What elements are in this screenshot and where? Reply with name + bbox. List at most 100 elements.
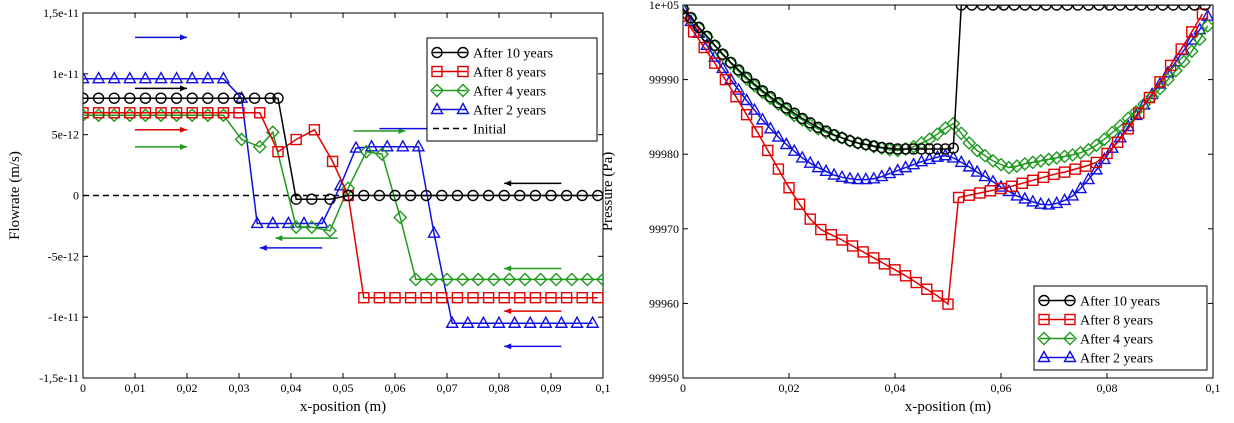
data-point <box>771 97 786 112</box>
data-point <box>819 163 833 177</box>
legend-marker <box>456 83 470 98</box>
data-point <box>1176 54 1191 69</box>
data-point <box>906 157 921 170</box>
data-point <box>411 139 426 152</box>
data-point <box>907 143 920 155</box>
x-tick-label: 0,09 <box>541 381 562 395</box>
data-point <box>445 315 459 328</box>
data-point <box>997 5 1010 11</box>
data-point <box>836 132 848 144</box>
data-point <box>1001 160 1016 175</box>
data-point <box>930 127 945 142</box>
y-axis-label: Pressure (Pa) <box>600 152 616 232</box>
data-point <box>844 135 856 147</box>
data-point <box>715 47 730 62</box>
data-point <box>592 292 603 304</box>
legend-label: After 2 years <box>1080 352 1153 367</box>
data-point <box>685 11 697 24</box>
series-line <box>683 8 1209 206</box>
data-point <box>793 198 806 210</box>
data-point <box>1040 5 1052 11</box>
data-point <box>1168 63 1183 78</box>
data-point <box>554 315 569 328</box>
data-point <box>306 193 318 205</box>
arrow-head <box>259 244 267 251</box>
data-point <box>461 315 475 328</box>
data-point <box>265 125 280 140</box>
data-point <box>693 21 705 34</box>
data-point <box>835 169 849 183</box>
data-point <box>836 234 848 246</box>
data-point <box>389 292 401 304</box>
data-point <box>942 298 954 310</box>
x-tick-label: 0,04 <box>885 381 906 395</box>
data-point <box>124 92 136 104</box>
data-point <box>498 189 510 202</box>
arrow-head <box>180 143 187 150</box>
data-point <box>373 292 386 304</box>
data-point <box>1017 156 1032 171</box>
x-tick-label: 0,04 <box>281 381 302 395</box>
y-tick-label: 1e+05 <box>649 0 679 12</box>
data-point <box>771 129 786 142</box>
data-point <box>1065 147 1080 162</box>
data-point <box>1125 5 1137 11</box>
flow-direction-arrow <box>135 126 187 133</box>
data-point <box>1097 132 1112 147</box>
y-tick-label: 99970 <box>649 222 679 236</box>
data-point <box>564 272 579 287</box>
data-point <box>755 85 770 100</box>
data-point <box>1200 18 1213 33</box>
data-point <box>1160 72 1175 87</box>
flow-direction-arrow <box>135 85 187 92</box>
data-point <box>883 166 897 179</box>
data-point <box>272 92 284 104</box>
data-point <box>324 193 336 205</box>
data-point <box>994 157 1008 172</box>
data-point <box>1111 136 1124 148</box>
data-point <box>358 292 370 304</box>
data-point <box>1178 5 1190 11</box>
data-point <box>731 82 746 95</box>
legend-label: After 4 years <box>1080 333 1153 348</box>
data-point <box>529 189 542 202</box>
data-point <box>234 132 249 147</box>
data-point <box>364 139 379 152</box>
legend-marker <box>431 46 443 59</box>
data-point <box>843 171 857 184</box>
flow-direction-arrow <box>353 128 406 135</box>
data-point <box>889 264 901 276</box>
legend-marker <box>457 65 469 78</box>
data-point <box>138 71 153 84</box>
data-point <box>978 169 992 182</box>
data-point <box>549 272 564 287</box>
legend-marker <box>430 83 444 98</box>
legend-marker <box>457 46 469 59</box>
data-point <box>701 30 713 43</box>
y-tick-label: 99950 <box>649 371 679 385</box>
data-point <box>787 143 801 156</box>
data-point <box>910 276 922 289</box>
data-point <box>304 220 319 235</box>
data-point <box>1061 5 1073 11</box>
data-point <box>772 97 785 109</box>
data-point <box>250 216 264 229</box>
data-point <box>92 92 105 104</box>
series-line <box>683 8 1209 169</box>
data-point <box>795 150 809 163</box>
data-point <box>731 64 746 79</box>
data-point <box>1167 5 1179 11</box>
data-point <box>683 5 689 15</box>
data-point <box>730 91 742 103</box>
data-point <box>202 92 214 104</box>
data-point <box>994 179 1008 192</box>
data-point <box>899 143 912 155</box>
data-point <box>580 272 595 287</box>
data-point <box>233 92 245 104</box>
data-point <box>751 126 763 138</box>
y-tick-label: 99990 <box>649 73 679 87</box>
y-tick-label: 1,5e-11 <box>43 6 79 20</box>
data-point <box>1133 107 1145 119</box>
y-axis-label: Flowrate (m/s) <box>7 151 23 240</box>
y-tick-label: 0 <box>73 189 79 203</box>
